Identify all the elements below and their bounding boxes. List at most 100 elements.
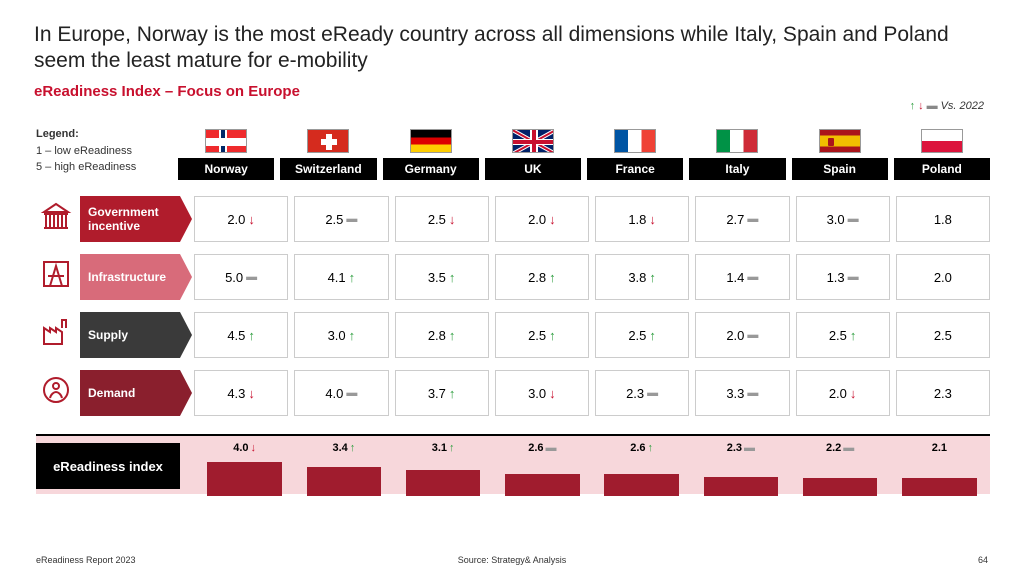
- trend-flat-icon: ▬: [843, 442, 854, 454]
- value: 2.0: [528, 212, 546, 227]
- flag-italy-icon: [716, 129, 758, 153]
- index-bar-label: 2.3 ▬: [694, 442, 787, 454]
- value-cell: 2.0 ▬: [695, 312, 789, 358]
- index-bar-label: 3.4 ↑: [297, 442, 390, 454]
- footer: eReadiness Report 2023 Source: Strategy&…: [36, 555, 988, 565]
- index-value: 2.1: [932, 442, 947, 454]
- value: 1.8: [934, 212, 952, 227]
- flag-cell: [689, 128, 785, 154]
- value: 2.3: [934, 386, 952, 401]
- value-cell: 2.5 ▬: [294, 196, 388, 242]
- value-cell: 3.5 ↑: [395, 254, 489, 300]
- value-cell: 2.3 ▬: [595, 370, 689, 416]
- flag-france-icon: [614, 129, 656, 153]
- value: 2.8: [528, 270, 546, 285]
- trend-flat-icon: ▬: [346, 213, 357, 225]
- value: 2.0: [227, 212, 245, 227]
- value: 2.0: [934, 270, 952, 285]
- dimension-cells: 2.0 ↓2.5 ▬2.5 ↓2.0 ↓1.8 ↓2.7 ▬3.0 ▬1.8: [194, 196, 990, 242]
- dimension-label: Demand: [80, 370, 180, 416]
- dimension-label: Government incentive: [80, 196, 180, 242]
- country-header: NorwaySwitzerlandGermanyUKFranceItalySpa…: [178, 128, 990, 180]
- value-cell: 1.8: [896, 196, 990, 242]
- legend-header: Legend:: [36, 128, 79, 140]
- value: 4.5: [227, 328, 245, 343]
- value: 2.8: [428, 328, 446, 343]
- value: 2.5: [829, 328, 847, 343]
- footer-right: 64: [978, 555, 988, 565]
- index-bar-label: 3.1 ↑: [397, 442, 490, 454]
- value: 3.8: [628, 270, 646, 285]
- country-names-row: NorwaySwitzerlandGermanyUKFranceItalySpa…: [178, 158, 990, 180]
- index-bar-label: 4.0 ↓: [198, 442, 291, 454]
- trend-up-icon: ↑: [248, 328, 255, 343]
- value: 4.1: [328, 270, 346, 285]
- trend-flat-icon: ▬: [546, 442, 557, 454]
- trend-legend-label: Vs. 2022: [941, 100, 984, 112]
- index-bar: [307, 467, 382, 496]
- gov-icon: [36, 196, 76, 236]
- country-name: Norway: [178, 158, 274, 180]
- dimension-label: Infrastructure: [80, 254, 180, 300]
- value: 2.5: [628, 328, 646, 343]
- dimension-cells: 4.5 ↑3.0 ↑2.8 ↑2.5 ↑2.5 ↑2.0 ▬2.5 ↑2.5: [194, 312, 990, 358]
- trend-flat-icon: ▬: [747, 329, 758, 341]
- index-bar-label: 2.6 ▬: [496, 442, 589, 454]
- value-cell: 2.3: [896, 370, 990, 416]
- value: 3.0: [328, 328, 346, 343]
- index-bar: [505, 474, 580, 496]
- value-cell: 3.8 ↑: [595, 254, 689, 300]
- value: 5.0: [225, 270, 243, 285]
- value-cell: 3.3 ▬: [695, 370, 789, 416]
- value-cell: 2.5 ↑: [495, 312, 589, 358]
- value-cell: 2.0 ↓: [194, 196, 288, 242]
- value-cell: 2.7 ▬: [695, 196, 789, 242]
- value-cell: 2.5: [896, 312, 990, 358]
- trend-down-icon: ↓: [251, 442, 257, 454]
- index-bar: [902, 478, 977, 496]
- value: 2.3: [626, 386, 644, 401]
- country-name: Italy: [689, 158, 785, 180]
- index-block: eReadiness index 4.0 ↓3.4 ↑3.1 ↑2.6 ▬2.6…: [36, 434, 990, 494]
- value-cell: 2.5 ↑: [796, 312, 890, 358]
- index-bar-wrap: 2.2 ▬: [794, 436, 887, 496]
- index-bar-wrap: 2.3 ▬: [694, 436, 787, 496]
- country-name: France: [587, 158, 683, 180]
- slide: In Europe, Norway is the most eReady cou…: [0, 0, 1024, 577]
- trend-down-icon: ↓: [850, 386, 857, 401]
- value-cell: 4.1 ↑: [294, 254, 388, 300]
- index-bar-wrap: 2.1: [893, 436, 986, 496]
- supply-icon: [36, 312, 76, 352]
- value-cell: 4.0 ▬: [294, 370, 388, 416]
- index-bar-label: 2.2 ▬: [794, 442, 887, 454]
- value-cell: 3.7 ↑: [395, 370, 489, 416]
- index-bar-wrap: 4.0 ↓: [198, 436, 291, 496]
- value-cell: 2.8 ↑: [495, 254, 589, 300]
- flag-cell: [792, 128, 888, 154]
- trend-up-icon: ↑: [649, 270, 656, 285]
- index-bar-wrap: 3.1 ↑: [397, 436, 490, 496]
- trend-up-icon: ↑: [648, 442, 654, 454]
- value: 4.0: [325, 386, 343, 401]
- infra-icon: [36, 254, 76, 294]
- index-value: 2.6: [630, 442, 645, 454]
- index-bar: [604, 474, 679, 496]
- value-cell: 2.8 ↑: [395, 312, 489, 358]
- value-cell: 2.0 ↓: [796, 370, 890, 416]
- index-bars: 4.0 ↓ 3.4 ↑ 3.1 ↑ 2.6 ▬ 2.6 ↑ 2.3 ▬ 2.2 ▬ 2.1: [194, 436, 990, 496]
- dimension-cells: 5.0 ▬4.1 ↑3.5 ↑2.8 ↑3.8 ↑1.4 ▬1.3 ▬2.0: [194, 254, 990, 300]
- flag-cell: [280, 128, 376, 154]
- index-bar: [406, 470, 481, 496]
- dimension-rows: Government incentive2.0 ↓2.5 ▬2.5 ↓2.0 ↓…: [36, 196, 990, 428]
- country-name: Switzerland: [280, 158, 376, 180]
- trend-down-icon: ↓: [248, 212, 255, 227]
- trend-flat-icon: ▬: [848, 213, 859, 225]
- value: 2.7: [726, 212, 744, 227]
- trend-up-icon: ↑: [449, 270, 456, 285]
- dimension-label: Supply: [80, 312, 180, 358]
- trend-down-icon: ↓: [449, 212, 456, 227]
- flag-poland-icon: [921, 129, 963, 153]
- index-value: 4.0: [233, 442, 248, 454]
- trend-up-icon: ↑: [549, 328, 556, 343]
- flag-cell: [587, 128, 683, 154]
